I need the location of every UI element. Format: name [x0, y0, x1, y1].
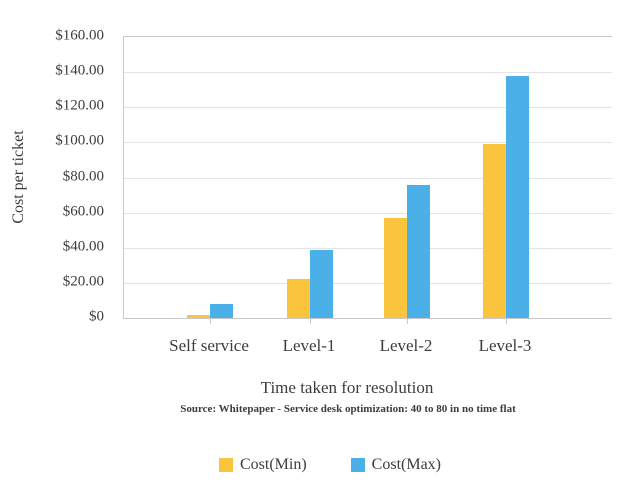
y-axis-tick-label: $100.00	[55, 132, 104, 149]
y-axis-tick-label: $40.00	[62, 238, 104, 255]
legend-swatch-cost-min	[219, 458, 233, 472]
bar-cost-min-level-3	[483, 144, 506, 318]
x-axis-tick	[407, 318, 408, 324]
gridline	[124, 247, 612, 249]
bar-cost-max-level-3	[506, 75, 529, 318]
x-axis-category-labels: Self service Level-1 Level-2 Level-3	[123, 336, 611, 358]
y-axis-tick-label: $160.00	[55, 27, 104, 44]
x-axis-category-label: Level-2	[379, 336, 433, 355]
y-axis-tick-label: $120.00	[55, 97, 104, 114]
y-axis-tick-label: $80.00	[62, 168, 104, 184]
y-axis-tick-labels: $0 $20.00 $40.00 $60.00 $80.00 $100.00 $120.00…	[0, 28, 104, 325]
legend-item-cost-max: Cost(Max)	[350, 456, 441, 474]
gridline	[124, 107, 612, 109]
bar-cost-min-level-2	[384, 217, 407, 318]
y-axis-tick-label: $20.00	[62, 273, 104, 290]
bar-cost-max-level-1	[310, 249, 333, 318]
legend-label-cost-min: Cost(Min)	[240, 456, 307, 473]
gridline	[124, 177, 612, 179]
gridline	[124, 142, 612, 144]
x-axis-tick	[310, 318, 311, 324]
source-note: Source: Whitepaper - Service desk optimi…	[180, 403, 516, 415]
bar-cost-max-level-2	[407, 184, 430, 318]
plot-area	[123, 36, 612, 324]
bar-cost-min-level-1	[287, 279, 310, 318]
x-axis-tick	[210, 318, 211, 324]
y-axis-tick-label: $140.00	[55, 62, 104, 79]
legend-swatch-cost-max	[350, 458, 365, 472]
gridline	[124, 72, 612, 74]
bar-cost-max-self-service	[210, 303, 233, 318]
legend-label-cost-max: Cost(Max)	[371, 456, 441, 473]
bar-cost-min-self-service	[187, 314, 210, 318]
gridline	[124, 212, 612, 214]
x-axis-category-label: Level-3	[478, 336, 532, 355]
gridline	[124, 282, 612, 284]
x-axis-title: Time taken for resolution	[260, 378, 434, 397]
y-axis-tick-label: $0	[89, 308, 104, 325]
x-axis-category-label: Self service	[169, 336, 249, 355]
x-axis-tick	[506, 318, 507, 324]
legend-item-cost-min: Cost(Min)	[219, 456, 307, 474]
y-axis-tick-label: $60.00	[62, 203, 104, 220]
x-axis-category-label: Level-1	[282, 336, 336, 355]
legend: Cost(Min) Cost(Max)	[219, 456, 441, 474]
